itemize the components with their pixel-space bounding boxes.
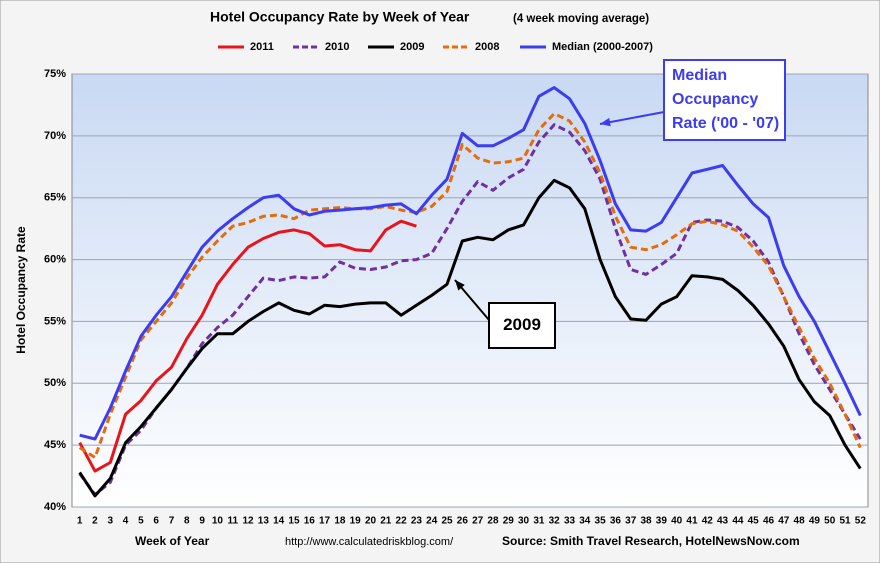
x-tick-label: 3 — [107, 516, 113, 527]
series-line — [78, 112, 862, 459]
x-tick-label: 18 — [334, 516, 346, 527]
x-tick-label: 46 — [763, 516, 775, 527]
x-tick-label: 50 — [824, 516, 836, 527]
x-tick-label: 14 — [273, 516, 285, 527]
x-tick-label: 11 — [227, 516, 238, 527]
y-tick-label: 75% — [44, 68, 66, 80]
x-tick-label: 30 — [518, 516, 530, 527]
x-tick-label: 47 — [778, 516, 790, 527]
y-tick-label: 70% — [44, 130, 66, 142]
x-tick-label: 25 — [441, 516, 453, 527]
x-tick-label: 10 — [212, 516, 224, 527]
legend-label: 2009 — [400, 41, 424, 53]
x-tick-label: 15 — [288, 516, 300, 527]
x-tick-label: 40 — [671, 516, 683, 527]
x-tick-label: 41 — [686, 516, 698, 527]
x-tick-label: 32 — [549, 516, 561, 527]
x-tick-label: 43 — [717, 516, 729, 527]
series-line — [78, 219, 417, 473]
y-tick-label: 50% — [44, 377, 66, 389]
x-tick-label: 38 — [640, 516, 652, 527]
x-tick-label: 1 — [77, 516, 83, 527]
x-tick-label: 51 — [839, 516, 851, 527]
annotation-box — [488, 302, 556, 349]
x-tick-label: 26 — [457, 516, 469, 527]
plot-area — [71, 73, 869, 508]
x-tick-label: 22 — [396, 516, 408, 527]
x-tick-label: 49 — [809, 516, 821, 527]
x-tick-label: 45 — [748, 516, 760, 527]
legend-label: 2011 — [250, 41, 274, 53]
source: Source: Smith Travel Research, HotelNews… — [502, 534, 800, 548]
y-axis-label: Hotel Occupancy Rate — [14, 226, 28, 354]
x-tick-label: 23 — [411, 516, 423, 527]
x-tick-label: 29 — [503, 516, 515, 527]
x-tick-label: 6 — [153, 516, 159, 527]
x-tick-label: 27 — [472, 516, 484, 527]
annotation-text: Rate ('00 - '07) — [672, 115, 779, 132]
x-tick-label: 13 — [258, 516, 270, 527]
x-tick-label: 52 — [855, 516, 867, 527]
x-tick-label: 36 — [610, 516, 622, 527]
series-line — [78, 123, 862, 497]
x-tick-label: 2 — [92, 516, 98, 527]
legend-label: 2010 — [325, 41, 349, 53]
x-tick-label: 37 — [625, 516, 637, 527]
x-tick-label: 12 — [242, 516, 254, 527]
x-tick-label: 24 — [426, 516, 438, 527]
x-tick-label: 8 — [184, 516, 190, 527]
y-tick-label: 60% — [44, 253, 66, 265]
legend-label: 2008 — [475, 41, 499, 53]
x-tick-label: 7 — [169, 516, 175, 527]
x-tick-label: 48 — [794, 516, 806, 527]
url: http://www.calculatedriskblog.com/ — [285, 536, 454, 548]
annotation-text: Median — [672, 67, 727, 84]
x-tick-label: 21 — [380, 516, 392, 527]
y-tick-label: 65% — [44, 192, 66, 204]
x-tick-label: 34 — [579, 516, 591, 527]
y-tick-label: 40% — [44, 501, 66, 513]
annotation-arrowhead — [600, 117, 611, 127]
x-tick-label: 19 — [350, 516, 362, 527]
x-tick-label: 39 — [656, 516, 668, 527]
chart-subtitle: (4 week moving average) — [513, 13, 649, 25]
annotation-text: Occupancy — [672, 91, 758, 108]
x-tick-label: 33 — [564, 516, 576, 527]
series-line — [79, 86, 862, 441]
series-line — [78, 178, 862, 498]
x-tick-label: 4 — [123, 516, 129, 527]
x-axis-label: Week of Year — [135, 534, 210, 548]
y-tick-label: 45% — [44, 439, 66, 451]
annotation-arrow — [599, 111, 665, 125]
annotation-arrowhead — [455, 280, 465, 291]
x-tick-label: 20 — [365, 516, 377, 527]
x-tick-label: 31 — [533, 516, 545, 527]
x-tick-label: 44 — [732, 516, 744, 527]
annotation-text: 2009 — [503, 315, 541, 334]
x-tick-label: 35 — [595, 516, 607, 527]
annotation-box — [663, 59, 786, 141]
x-tick-label: 17 — [319, 516, 331, 527]
x-tick-label: 42 — [702, 516, 714, 527]
x-tick-label: 28 — [487, 516, 499, 527]
chart-title: Hotel Occupancy Rate by Week of Year — [210, 9, 470, 25]
y-tick-label: 55% — [44, 315, 66, 327]
legend-label: Median (2000-2007) — [552, 41, 653, 53]
x-tick-label: 16 — [304, 516, 316, 527]
x-tick-label: 9 — [199, 516, 205, 527]
x-tick-label: 5 — [138, 516, 144, 527]
